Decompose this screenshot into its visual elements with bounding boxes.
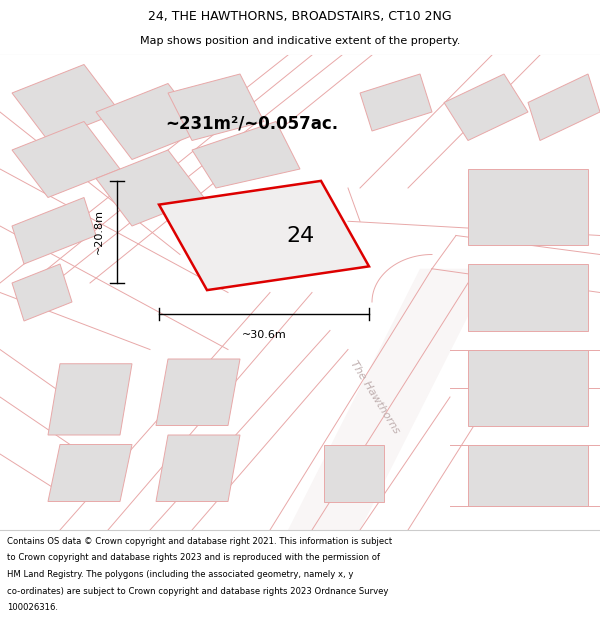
Polygon shape — [96, 84, 204, 159]
Text: Contains OS data © Crown copyright and database right 2021. This information is : Contains OS data © Crown copyright and d… — [7, 537, 392, 546]
Polygon shape — [12, 121, 120, 198]
Polygon shape — [468, 264, 588, 331]
Polygon shape — [48, 444, 132, 501]
Polygon shape — [48, 364, 132, 435]
Polygon shape — [444, 74, 528, 141]
Text: to Crown copyright and database rights 2023 and is reproduced with the permissio: to Crown copyright and database rights 2… — [7, 553, 380, 562]
Text: 100026316.: 100026316. — [7, 603, 58, 612]
Polygon shape — [468, 169, 588, 245]
Polygon shape — [192, 121, 300, 188]
Text: co-ordinates) are subject to Crown copyright and database rights 2023 Ordnance S: co-ordinates) are subject to Crown copyr… — [7, 586, 389, 596]
Polygon shape — [12, 264, 72, 321]
Text: ~20.8m: ~20.8m — [94, 209, 104, 254]
Polygon shape — [159, 181, 369, 290]
Text: The Hawthorns: The Hawthorns — [349, 359, 401, 435]
Polygon shape — [156, 359, 240, 426]
Text: 24: 24 — [286, 226, 314, 246]
Text: 24, THE HAWTHORNS, BROADSTAIRS, CT10 2NG: 24, THE HAWTHORNS, BROADSTAIRS, CT10 2NG — [148, 10, 452, 23]
Text: ~231m²/~0.057ac.: ~231m²/~0.057ac. — [166, 115, 338, 133]
Polygon shape — [360, 74, 432, 131]
Polygon shape — [96, 150, 204, 226]
Polygon shape — [156, 435, 240, 501]
Polygon shape — [468, 349, 588, 426]
Polygon shape — [12, 64, 120, 141]
Text: HM Land Registry. The polygons (including the associated geometry, namely x, y: HM Land Registry. The polygons (includin… — [7, 570, 353, 579]
Polygon shape — [12, 198, 96, 264]
Polygon shape — [168, 74, 264, 141]
Text: Map shows position and indicative extent of the property.: Map shows position and indicative extent… — [140, 36, 460, 46]
Polygon shape — [324, 444, 384, 501]
Polygon shape — [288, 269, 492, 530]
Text: ~30.6m: ~30.6m — [242, 331, 286, 341]
Polygon shape — [468, 444, 588, 506]
Polygon shape — [528, 74, 600, 141]
